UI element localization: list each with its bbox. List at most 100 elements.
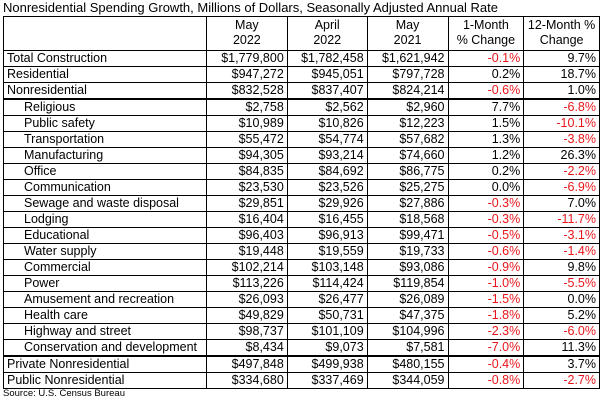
cell-apr2022: $101,109 — [286, 323, 368, 340]
cell-m1: -7.0% — [447, 339, 525, 357]
cell-m1: -0.8% — [447, 372, 525, 389]
row-label: Lodging — [3, 211, 207, 228]
row-label: Private Nonresidential — [3, 355, 207, 373]
cell-apr2022: $29,926 — [286, 195, 368, 212]
row-label: Public safety — [3, 115, 207, 132]
cell-m1: 7.7% — [447, 98, 525, 116]
cell-m12: 9.7% — [523, 50, 600, 67]
cell-may2022: $832,528 — [205, 82, 288, 100]
cell-may2022: $23,530 — [205, 179, 288, 196]
cell-may2021: $104,996 — [366, 323, 449, 340]
header-may-2021: May 2021 — [366, 16, 449, 51]
cell-m1: -1.5% — [447, 291, 525, 308]
cell-m1: 0.2% — [447, 66, 525, 83]
header-april-2022: April 2022 — [286, 16, 368, 51]
row-label: Health care — [3, 307, 207, 324]
cell-m12: 26.3% — [523, 147, 600, 164]
cell-m1: 0.0% — [447, 179, 525, 196]
table-row: Water supply $19,448 $19,559 $19,733 -0.6% -1… — [3, 243, 600, 260]
cell-m12: 0.0% — [523, 291, 600, 308]
table-row: Religious $2,758 $2,562 $2,960 7.7% -6.8% — [3, 98, 600, 116]
table-row: Nonresidential $832,528 $837,407 $824,214 -0… — [3, 82, 600, 100]
cell-may2022: $19,448 — [205, 243, 288, 260]
cell-m1: -0.1% — [447, 50, 525, 67]
cell-m12: 1.0% — [523, 82, 600, 100]
cell-may2021: $824,214 — [366, 82, 449, 100]
header-label — [3, 16, 207, 51]
table-row: Transportation $55,472 $54,774 $57,682 1.3% -… — [3, 131, 600, 148]
cell-m12: -5.5% — [523, 275, 600, 292]
cell-may2021: $480,155 — [366, 355, 449, 373]
cell-m1: -0.9% — [447, 259, 525, 276]
cell-m1: -0.6% — [447, 243, 525, 260]
cell-apr2022: $54,774 — [286, 131, 368, 148]
cell-may2021: $47,375 — [366, 307, 449, 324]
cell-apr2022: $9,073 — [286, 339, 368, 357]
cell-may2022: $2,758 — [205, 98, 288, 116]
row-label: Residential — [3, 66, 207, 83]
cell-m1: -0.5% — [447, 227, 525, 244]
cell-m1: -1.0% — [447, 275, 525, 292]
cell-may2022: $55,472 — [205, 131, 288, 148]
cell-may2022: $26,093 — [205, 291, 288, 308]
cell-m1: -0.3% — [447, 211, 525, 228]
table-row: Sewage and waste disposal $29,851 $29,926 $… — [3, 195, 600, 212]
row-label: Office — [3, 163, 207, 180]
header-row: May 2022 April 2022 May 2021 1-Month% Chang… — [3, 16, 600, 51]
row-label: Power — [3, 275, 207, 292]
cell-m1: 1.3% — [447, 131, 525, 148]
cell-apr2022: $103,148 — [286, 259, 368, 276]
cell-m1: -0.6% — [447, 82, 525, 100]
table-row: Public Nonresidential $334,680 $337,469 $34… — [3, 372, 600, 389]
cell-apr2022: $16,455 — [286, 211, 368, 228]
row-label: Highway and street — [3, 323, 207, 340]
cell-m12: -11.7% — [523, 211, 600, 228]
cell-may2022: $8,434 — [205, 339, 288, 357]
cell-may2021: $19,733 — [366, 243, 449, 260]
cell-m1: -2.3% — [447, 323, 525, 340]
cell-apr2022: $84,692 — [286, 163, 368, 180]
table-title: Nonresidential Spending Growth, Millions… — [3, 0, 499, 15]
cell-m12: -6.9% — [523, 179, 600, 196]
table-row: Public safety $10,989 $10,826 $12,223 1.5% -1… — [3, 115, 600, 132]
cell-may2021: $7,581 — [366, 339, 449, 357]
cell-may2021: $25,275 — [366, 179, 449, 196]
cell-may2021: $344,059 — [366, 372, 449, 389]
cell-may2021: $74,660 — [366, 147, 449, 164]
cell-may2022: $113,226 — [205, 275, 288, 292]
row-label: Educational — [3, 227, 207, 244]
row-label: Religious — [3, 98, 207, 116]
cell-m12: 18.7% — [523, 66, 600, 83]
cell-apr2022: $23,526 — [286, 179, 368, 196]
cell-m12: -2.7% — [523, 372, 600, 389]
cell-apr2022: $945,051 — [286, 66, 368, 83]
row-label: Manufacturing — [3, 147, 207, 164]
row-label: Water supply — [3, 243, 207, 260]
cell-may2022: $497,848 — [205, 355, 288, 373]
row-label: Public Nonresidential — [3, 372, 207, 389]
row-label: Conservation and development — [3, 339, 207, 357]
cell-m12: -10.1% — [523, 115, 600, 132]
cell-may2022: $334,680 — [205, 372, 288, 389]
cell-may2021: $797,728 — [366, 66, 449, 83]
cell-apr2022: $50,731 — [286, 307, 368, 324]
cell-m1: 0.2% — [447, 163, 525, 180]
cell-may2022: $94,305 — [205, 147, 288, 164]
cell-apr2022: $96,913 — [286, 227, 368, 244]
cell-m12: 11.3% — [523, 339, 600, 357]
cell-may2021: $27,886 — [366, 195, 449, 212]
cell-apr2022: $1,782,458 — [286, 50, 368, 67]
table-row: Communication $23,530 $23,526 $25,275 0.0% -6… — [3, 179, 600, 196]
cell-may2021: $1,621,942 — [366, 50, 449, 67]
cell-apr2022: $26,477 — [286, 291, 368, 308]
cell-m12: 3.7% — [523, 355, 600, 373]
cell-m1: -1.8% — [447, 307, 525, 324]
cell-apr2022: $337,469 — [286, 372, 368, 389]
cell-m12: -2.2% — [523, 163, 600, 180]
cell-may2022: $1,779,800 — [205, 50, 288, 67]
cell-apr2022: $2,562 — [286, 98, 368, 116]
cell-may2021: $12,223 — [366, 115, 449, 132]
cell-may2021: $119,854 — [366, 275, 449, 292]
cell-m12: -6.0% — [523, 323, 600, 340]
table-row: Private Nonresidential $497,848 $499,938 $4… — [3, 355, 600, 373]
